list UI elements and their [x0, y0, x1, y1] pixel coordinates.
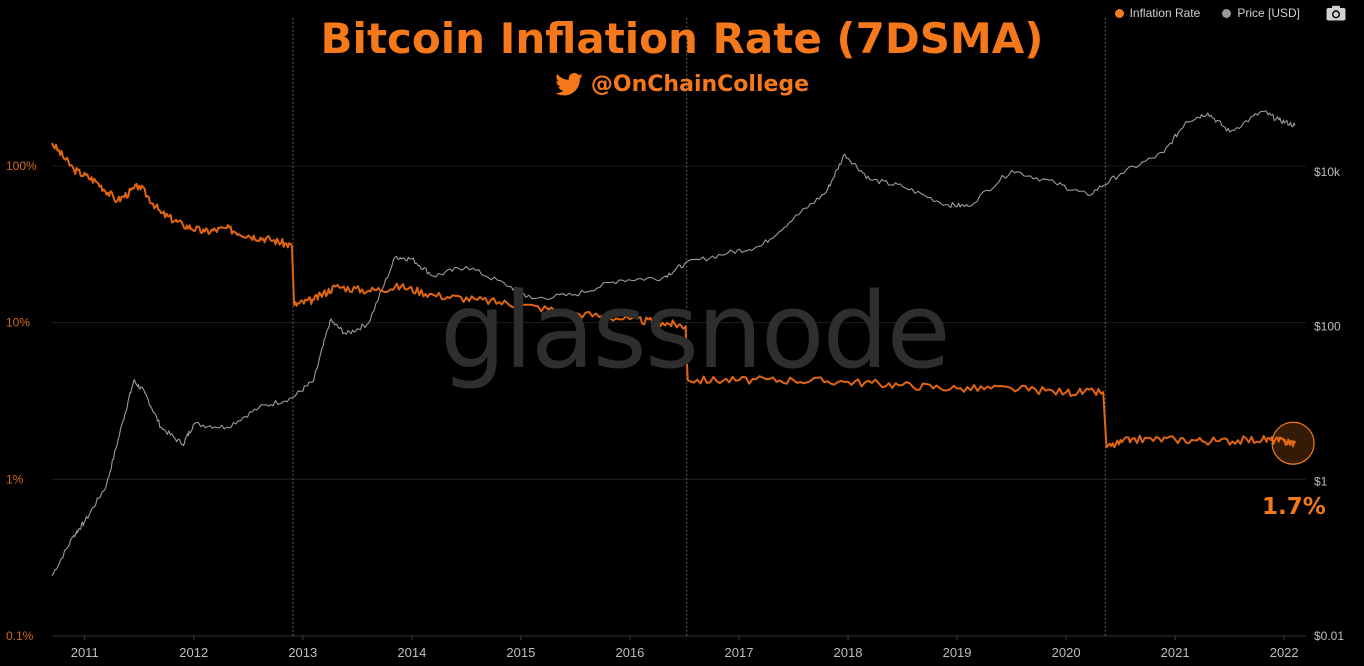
x-axis-tick-label: 2021: [1161, 645, 1190, 660]
right-axis-tick-label: $100: [1314, 320, 1341, 334]
legend-dot-price: [1222, 8, 1232, 18]
glassnode-watermark: glassnode: [440, 270, 951, 392]
x-axis-tick-label: 2016: [615, 645, 644, 660]
left-axis-tick-label: 1%: [6, 472, 24, 486]
camera-icon[interactable]: [1326, 5, 1346, 21]
legend-item-inflation-rate[interactable]: Inflation Rate: [1114, 6, 1201, 20]
halving-lines: [292, 18, 1106, 636]
chart-axes: 100% 10% 1% 0.1% $10k $100 $1 $0.01 2011 2012 2013…: [6, 159, 1344, 660]
x-axis-tick-label: 2017: [725, 645, 754, 660]
x-axis-tick-label: 2022: [1270, 645, 1299, 660]
x-axis-tick-label: 2015: [506, 645, 535, 660]
legend-dot-inflation: [1114, 8, 1124, 18]
x-axis-tick-label: 2012: [179, 645, 208, 660]
x-axis-tick-label: 2018: [834, 645, 863, 660]
x-axis-tick-label: 2011: [71, 645, 99, 660]
legend-item-price[interactable]: Price [USD]: [1222, 6, 1300, 20]
twitter-handle: @OnChainCollege: [0, 72, 1364, 97]
left-axis-tick-label: 10%: [6, 316, 30, 330]
chart-plot-area: [51, 110, 1315, 577]
current-value-highlight: [1271, 421, 1315, 465]
left-axis-tick-label: 0.1%: [6, 629, 34, 643]
x-axis-tick-label: 2014: [397, 645, 426, 660]
twitter-handle-text: @OnChainCollege: [590, 72, 810, 97]
current-rate-callout: 1.7%: [1262, 494, 1326, 520]
chart-legend: Inflation Rate Price [USD]: [1114, 6, 1300, 20]
x-axis-tick-label: 2013: [288, 645, 317, 660]
inflation-series-line: [51, 142, 1297, 449]
x-axis-tick-label: 2019: [943, 645, 972, 660]
twitter-bird-icon: [555, 73, 583, 96]
legend-label-inflation: Inflation Rate: [1129, 6, 1201, 20]
chart-grid: [52, 165, 1306, 637]
left-axis-tick-label: 100%: [6, 159, 37, 173]
legend-label-price: Price [USD]: [1237, 6, 1300, 20]
right-axis-tick-label: $0.01: [1314, 629, 1344, 643]
right-axis-tick-label: $1: [1314, 474, 1328, 488]
price-series-line: [51, 110, 1296, 577]
x-axis-tick-label: 2020: [1052, 645, 1081, 660]
chart-title: Bitcoin Inflation Rate (7DSMA): [320, 14, 1044, 63]
right-axis-tick-label: $10k: [1314, 165, 1341, 179]
